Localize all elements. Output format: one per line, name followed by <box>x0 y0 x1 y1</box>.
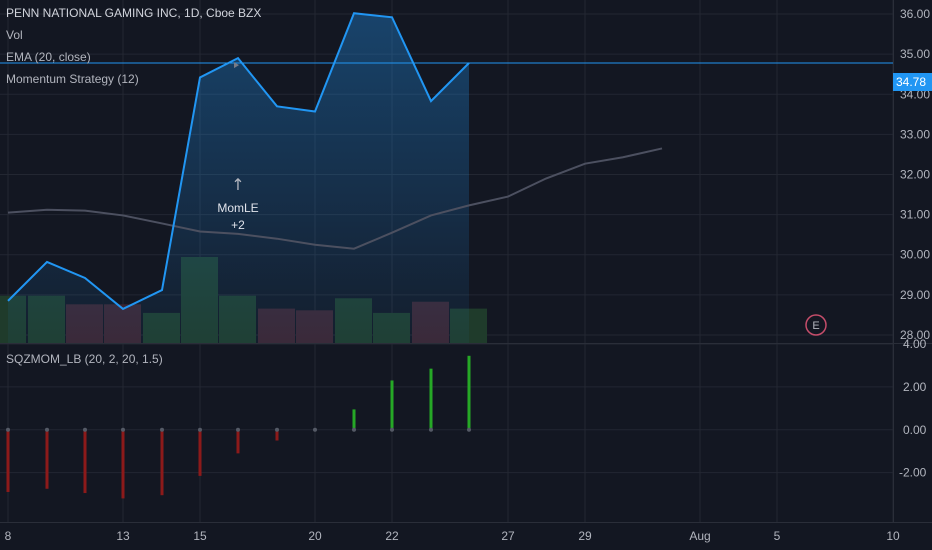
earnings-label: E <box>812 320 819 332</box>
current-price-badge: 34.78 <box>893 73 932 91</box>
price-area <box>8 13 469 344</box>
time-tick-label: 13 <box>116 529 130 543</box>
price-tick-label: 35.00 <box>900 47 930 61</box>
momentum-tick-label: 2.00 <box>903 380 927 394</box>
price-tick-label: 32.00 <box>900 168 930 182</box>
momentum-bar <box>275 429 279 441</box>
time-tick-label: 5 <box>774 529 781 543</box>
momentum-tick-label: 0.00 <box>903 423 927 437</box>
squeeze-dot <box>313 427 317 432</box>
momentum-bar <box>83 429 87 494</box>
momentum-bar <box>352 409 356 430</box>
momentum-bar <box>160 429 164 496</box>
earnings-icon <box>805 314 827 336</box>
time-tick-label: 8 <box>5 529 12 543</box>
squeeze-dot <box>390 427 394 432</box>
squeeze-dot <box>275 427 279 432</box>
momentum-tick-label: -2.00 <box>899 466 927 480</box>
squeeze-dot <box>236 427 240 432</box>
price-tick-label: 29.00 <box>900 288 930 302</box>
ema-legend[interactable]: EMA (20, close) <box>6 50 91 64</box>
entry-triangle-icon <box>234 62 239 69</box>
earnings-marker: E <box>805 314 827 336</box>
momentum-bar <box>429 368 433 430</box>
price-tick-label: 36.00 <box>900 7 930 21</box>
time-tick-label: 20 <box>308 529 322 543</box>
strategy-legend[interactable]: Momentum Strategy (12) <box>6 72 139 86</box>
symbol-title[interactable]: PENN NATIONAL GAMING INC, 1D, Cboe BZX <box>6 6 262 20</box>
price-tick-label: 33.00 <box>900 127 930 141</box>
volume-legend[interactable]: Vol <box>6 28 23 42</box>
ema-line <box>7 147 663 250</box>
squeeze-dot <box>352 427 356 432</box>
signal-qty: +2 <box>231 218 245 232</box>
price-area-fill <box>8 13 469 344</box>
momentum-histogram <box>6 355 471 499</box>
squeeze-dot <box>83 427 87 432</box>
price-tick-label: 30.00 <box>900 248 930 262</box>
time-tick-label: 27 <box>501 529 515 543</box>
momentum-bar <box>6 429 10 492</box>
squeeze-dot <box>429 427 433 432</box>
price-tick-label: 28.00 <box>900 328 930 342</box>
momentum-bar <box>198 429 202 476</box>
price-tick-label: 31.00 <box>900 208 930 222</box>
time-tick-label: 22 <box>385 529 399 543</box>
time-tick-label: 10 <box>886 529 900 543</box>
time-tick-label: Aug <box>689 529 710 543</box>
time-tick-label: 29 <box>578 529 592 543</box>
momentum-bar <box>390 380 394 430</box>
momentum-bar <box>121 429 125 499</box>
strategy-signal: ↑ MomLE +2 <box>217 62 259 232</box>
momentum-bar <box>467 355 471 430</box>
momentum-bar <box>45 429 49 489</box>
ema-polyline <box>7 147 663 250</box>
squeeze-dot <box>160 427 164 432</box>
price-polyline <box>7 12 470 311</box>
momentum-tick-label: 4.00 <box>903 337 927 351</box>
squeeze-dot <box>121 427 125 432</box>
signal-arrow-icon: ↑ <box>231 175 244 194</box>
squeeze-dot <box>198 427 202 432</box>
price-line <box>7 12 470 311</box>
momentum-bar <box>236 429 240 454</box>
squeeze-dot <box>45 427 49 432</box>
indicator-legend[interactable]: SQZMOM_LB (20, 2, 20, 1.5) <box>6 352 163 366</box>
squeeze-dot <box>467 427 471 432</box>
time-tick-label: 15 <box>193 529 207 543</box>
squeeze-dot <box>6 427 10 432</box>
signal-name: MomLE <box>217 201 258 215</box>
